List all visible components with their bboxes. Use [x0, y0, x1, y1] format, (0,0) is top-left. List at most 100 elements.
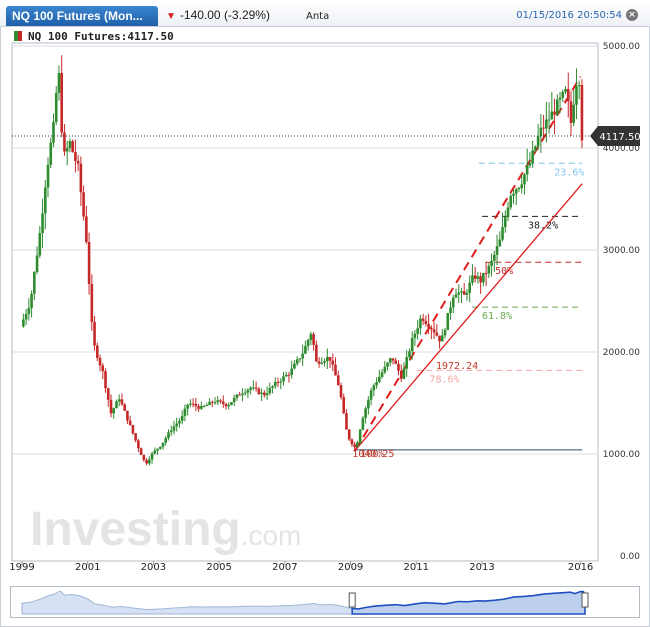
candle-body	[27, 308, 31, 315]
candle-body	[265, 393, 269, 396]
candle-body	[473, 275, 477, 279]
candle-body	[468, 282, 471, 293]
candle-body	[98, 357, 102, 366]
candle-body	[287, 374, 291, 376]
candle-body	[325, 357, 329, 362]
candle-body	[536, 136, 540, 147]
fib-level-label: 61.8%	[482, 311, 512, 322]
candle-body	[200, 406, 203, 409]
candle-body	[528, 163, 532, 166]
fib-low-label: 1040.25	[352, 449, 394, 460]
candle-body	[317, 361, 321, 364]
y-tick-label: 1000.00	[603, 450, 640, 460]
candle-body	[413, 333, 417, 339]
candle-body	[440, 335, 444, 342]
candle-body	[43, 187, 47, 214]
candle-body	[252, 387, 255, 389]
candle-body	[115, 401, 118, 409]
candle-body	[221, 401, 225, 405]
candle-body	[156, 448, 159, 451]
candle-body	[137, 440, 140, 449]
candle-body	[123, 404, 126, 411]
candle-body	[558, 97, 562, 100]
candle-body	[249, 387, 252, 390]
candle-body	[372, 385, 376, 391]
candle-body	[216, 400, 220, 403]
price-tag-label: 4117.50	[599, 132, 640, 143]
candle-body	[117, 399, 121, 402]
candle-body	[520, 184, 524, 189]
candle-body	[35, 255, 39, 273]
candle-body	[263, 392, 266, 396]
candle-body	[495, 246, 499, 255]
candle-body	[509, 195, 513, 208]
close-icon[interactable]: ×	[626, 9, 638, 21]
candle-body	[238, 394, 241, 396]
candle-body	[87, 242, 91, 284]
navigator-bar[interactable]	[10, 586, 640, 618]
candle-body	[454, 294, 458, 298]
candle-body	[361, 418, 365, 430]
candle-body	[367, 399, 370, 409]
candle-body	[350, 439, 354, 445]
candle-body	[309, 334, 313, 340]
candle-body	[534, 146, 537, 151]
top-toolbar: NQ 100 Futures (Mon... ▼ -140.00 (-3.29%)…	[0, 0, 650, 27]
watermark: Investing.com	[30, 503, 301, 556]
candle-body	[52, 121, 55, 143]
candle-body	[189, 403, 192, 405]
candle-body	[577, 85, 581, 87]
candle-body	[566, 88, 570, 102]
candle-body	[479, 276, 482, 283]
candle-body	[430, 327, 433, 330]
candle-body	[142, 455, 146, 461]
candle-body	[443, 329, 447, 336]
candle-body	[564, 88, 567, 92]
candle-body	[101, 365, 105, 372]
candle-body	[22, 319, 25, 327]
candle-body	[71, 141, 74, 152]
candle-body	[24, 314, 28, 320]
candle-body	[542, 127, 545, 129]
candle-body	[419, 318, 422, 329]
x-tick-label: 2013	[469, 562, 494, 573]
candle-body	[369, 390, 373, 400]
candle-body	[235, 394, 239, 398]
candle-body	[186, 404, 189, 409]
candle-body	[120, 399, 124, 405]
candle-body	[164, 438, 168, 443]
candle-body	[227, 405, 231, 407]
candle-body	[30, 293, 33, 309]
candle-body	[498, 239, 502, 247]
candle-body	[539, 127, 543, 137]
candle-body	[320, 362, 324, 364]
candle-body	[74, 151, 77, 161]
candle-body	[580, 85, 584, 141]
candle-body	[79, 163, 83, 193]
candle-body	[476, 276, 480, 279]
candle-body	[342, 397, 346, 414]
candle-body	[336, 375, 340, 386]
candle-body	[569, 101, 573, 123]
x-tick-label: 2001	[75, 562, 100, 573]
price-change: ▼ -140.00 (-3.29%)	[166, 8, 270, 22]
candle-body	[523, 174, 526, 185]
down-arrow-icon: ▼	[166, 11, 176, 22]
watermark-suffix: .com	[241, 520, 302, 551]
candle-icon	[14, 31, 22, 41]
candle-body	[153, 450, 157, 454]
candle-body	[208, 401, 211, 406]
candle-body	[471, 275, 474, 283]
candle-body	[490, 260, 493, 266]
candle-body	[517, 188, 521, 190]
candle-body	[427, 323, 430, 328]
candle-body	[547, 119, 551, 121]
candle-body	[202, 405, 206, 407]
candle-body	[438, 335, 441, 342]
candle-body	[128, 420, 132, 426]
instrument-tab[interactable]: NQ 100 Futures (Mon...	[6, 6, 158, 26]
candle-body	[487, 265, 491, 274]
candle-body	[232, 397, 236, 403]
candle-body	[298, 358, 302, 360]
